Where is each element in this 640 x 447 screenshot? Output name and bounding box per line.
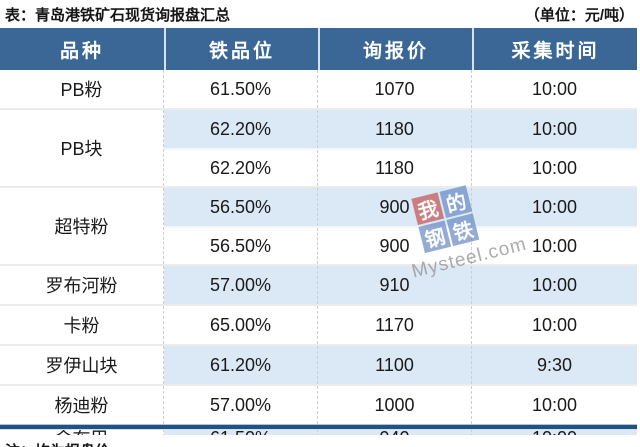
group-rows: 62.20% 1180 10:00 62.20% 1180 10:00 — [164, 110, 637, 186]
clipped-table-row: 金布巴61.50%94010:00 — [0, 430, 637, 435]
variety-cell: 罗伊山块 — [0, 346, 164, 384]
clipped-row: 金布巴61.50%94010:00 — [0, 430, 637, 435]
grade-cell: 61.20% — [164, 346, 318, 384]
table-body: PB粉 61.50% 1070 10:00 PB块 62.20% 1180 10:00 62.2… — [0, 70, 637, 424]
unit-label: （单位：元/吨） — [524, 6, 634, 24]
table-row: 62.20% 1180 10:00 — [164, 148, 637, 186]
title-bar: 表：青岛港铁矿石现货询报盘汇总 （单位：元/吨） — [0, 0, 640, 28]
variety-cell: 超特粉 — [0, 188, 164, 264]
price-table: 品种 铁品位 询报价 采集时间 PB粉 61.50% 1070 10:00 PB块 62.20%… — [0, 28, 637, 435]
grade-cell: 61.50% — [164, 430, 318, 435]
price-cell: 910 — [318, 266, 472, 304]
grade-cell: 57.00% — [164, 386, 318, 424]
grade-cell: 65.00% — [164, 306, 318, 344]
time-cell: 10:00 — [531, 157, 578, 178]
table-group: 杨迪粉 57.00% 1000 10:00 — [0, 384, 637, 424]
table-row: 57.00% 910 10:00 — [164, 266, 637, 304]
group-rows: 57.00% 910 10:00 — [164, 266, 637, 304]
column-header-2: 询报价 — [318, 28, 472, 70]
time-cell: 10:00 — [472, 430, 637, 435]
time-cell: 10:00 — [531, 394, 578, 415]
table-header-row: 品种 铁品位 询报价 采集时间 — [0, 28, 637, 70]
table-group: 卡粉 65.00% 1170 10:00 — [0, 304, 637, 344]
column-header-0: 品种 — [59, 40, 104, 62]
price-cell: 1100 — [318, 346, 472, 384]
price-cell: 900 — [318, 188, 472, 226]
group-rows: 56.50% 900 10:00 56.50% 900 10:00 — [164, 188, 637, 264]
time-cell: 10:00 — [472, 110, 637, 148]
table-bottom-border — [0, 424, 637, 430]
table-row: 56.50% 900 10:00 — [164, 188, 637, 226]
price-cell: 1180 — [318, 110, 472, 148]
variety-cell: 卡粉 — [0, 306, 164, 344]
time-cell: 10:00 — [531, 314, 578, 335]
table-group: PB粉 61.50% 1070 10:00 — [0, 70, 637, 108]
footnote: 注：均为报盘价 — [0, 435, 640, 447]
table-row: 65.00% 1170 10:00 — [164, 306, 637, 344]
time-cell: 10:00 — [472, 266, 637, 304]
time-cell: 9:30 — [472, 346, 637, 384]
variety-cell: PB粉 — [0, 70, 164, 108]
group-rows: 61.20% 1100 9:30 — [164, 346, 637, 384]
price-cell: 1170 — [318, 306, 472, 344]
table-row: 61.20% 1100 9:30 — [164, 346, 637, 384]
table-row: 61.50% 1070 10:00 — [164, 70, 637, 108]
grade-cell: 57.00% — [164, 266, 318, 304]
group-rows: 57.00% 1000 10:00 — [164, 386, 637, 424]
grade-cell: 62.20% — [164, 150, 318, 186]
grade-cell: 61.50% — [164, 70, 318, 108]
time-cell: 10:00 — [531, 78, 578, 99]
price-cell: 1000 — [318, 386, 472, 424]
table-group: 超特粉 56.50% 900 10:00 56.50% 900 10:00 — [0, 186, 637, 264]
variety-cell: 罗布河粉 — [0, 266, 164, 304]
group-rows: 61.50% 1070 10:00 — [164, 70, 637, 108]
table-row: 62.20% 1180 10:00 — [164, 110, 637, 148]
time-cell: 10:00 — [531, 235, 578, 256]
column-header-1: 铁品位 — [164, 28, 318, 70]
table-group: 罗伊山块 61.20% 1100 9:30 — [0, 344, 637, 384]
table-group: 罗布河粉 57.00% 910 10:00 — [0, 264, 637, 304]
grade-cell: 62.20% — [164, 110, 318, 148]
column-header-3: 采集时间 — [472, 28, 637, 70]
table-row: 57.00% 1000 10:00 — [164, 386, 637, 424]
price-cell: 940 — [318, 430, 472, 435]
variety-cell: 金布巴 — [0, 430, 164, 435]
page-title: 表：青岛港铁矿石现货询报盘汇总 — [5, 6, 231, 24]
time-cell: 10:00 — [472, 188, 637, 226]
grade-cell: 56.50% — [164, 228, 318, 264]
variety-cell: PB块 — [0, 110, 164, 186]
variety-cell: 杨迪粉 — [0, 386, 164, 424]
table-row: 56.50% 900 10:00 — [164, 226, 637, 264]
price-cell: 900 — [318, 228, 472, 264]
table-group: PB块 62.20% 1180 10:00 62.20% 1180 10:00 — [0, 108, 637, 186]
grade-cell: 56.50% — [164, 188, 318, 226]
price-cell: 1070 — [318, 70, 472, 108]
price-cell: 1180 — [318, 150, 472, 186]
group-rows: 65.00% 1170 10:00 — [164, 306, 637, 344]
